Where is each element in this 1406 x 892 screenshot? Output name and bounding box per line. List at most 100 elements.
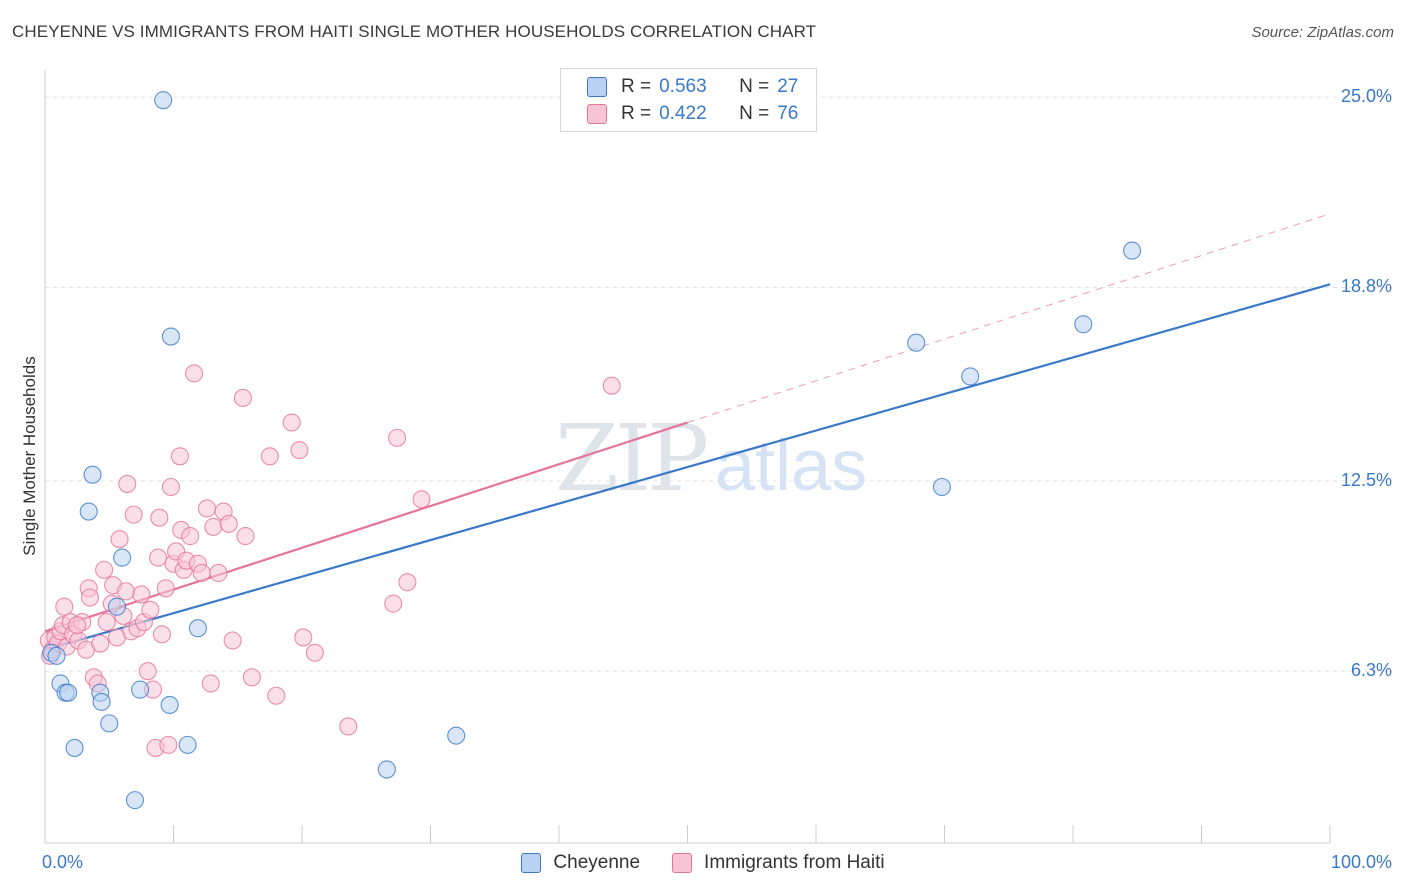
data-point-cheyenne [59, 683, 78, 702]
data-point-haiti [149, 548, 168, 567]
data-point-haiti [267, 686, 286, 705]
data-point-cheyenne [377, 760, 396, 779]
data-point-haiti [150, 508, 169, 527]
trend-line-cheyenne [44, 283, 1331, 651]
data-point-cheyenne [47, 646, 66, 665]
data-point-haiti [197, 499, 216, 518]
legend-row-cheyenne: R = 0.563 N = 27 [587, 75, 798, 99]
source-credit: Source: ZipAtlas.com [1251, 24, 1394, 41]
trend-lines [44, 213, 1331, 651]
data-point-haiti [170, 447, 189, 466]
data-point-haiti [152, 625, 171, 644]
data-point-haiti [156, 579, 175, 598]
data-point-haiti [141, 600, 160, 619]
data-point-haiti [110, 530, 129, 549]
data-point-haiti [185, 364, 204, 383]
grid-lines [45, 96, 1390, 672]
data-point-haiti [116, 582, 136, 601]
data-point-haiti [223, 631, 242, 650]
data-point-haiti [209, 563, 228, 583]
data-point-cheyenne [107, 597, 127, 616]
data-point-haiti [236, 527, 255, 546]
data-point-haiti [282, 413, 301, 432]
data-point-cheyenne [83, 465, 102, 484]
data-point-haiti [204, 517, 223, 536]
data-point-cheyenne [1123, 241, 1142, 260]
watermark: ZIP atlas [555, 405, 867, 512]
data-point-haiti [384, 594, 403, 613]
data-points [39, 91, 1142, 810]
data-point-haiti [398, 573, 417, 592]
data-point-haiti [97, 613, 116, 632]
data-point-haiti [242, 668, 261, 687]
data-point-haiti [80, 588, 100, 607]
data-point-cheyenne [100, 714, 119, 733]
data-point-haiti [219, 514, 238, 533]
trend-line-haiti [44, 421, 688, 633]
data-point-cheyenne [160, 695, 179, 715]
data-point-haiti [95, 560, 114, 579]
data-point-cheyenne [961, 367, 980, 386]
data-point-haiti [602, 376, 621, 395]
trend-line-haiti [687, 213, 1331, 423]
legend-swatch-haiti [587, 104, 607, 124]
data-point-haiti [412, 490, 431, 509]
data-point-cheyenne [79, 502, 98, 521]
legend-r-label: R = [621, 103, 652, 124]
legend-n-label: N = [739, 103, 770, 124]
data-point-haiti [138, 662, 157, 681]
y-tick-label: 12.5% [1340, 469, 1392, 490]
series-label-cheyenne: Cheyenne [553, 852, 641, 873]
data-point-haiti [388, 428, 407, 447]
data-point-cheyenne [1074, 315, 1093, 334]
data-point-haiti [260, 447, 279, 466]
data-point-haiti [159, 735, 178, 754]
series-legend-haiti: Immigrants from Haiti [672, 852, 885, 874]
legend-r-value: 0.563 [659, 76, 707, 97]
legend-r-value: 0.422 [659, 103, 707, 124]
data-point-haiti [132, 585, 151, 604]
correlation-legend: R = 0.563 N = 27 R = 0.422 N = 76 [560, 68, 817, 132]
legend-swatch-cheyenne [587, 77, 607, 97]
legend-n-value: 76 [777, 103, 799, 124]
series-swatch-haiti [672, 853, 693, 873]
data-point-cheyenne [154, 91, 173, 110]
series-label-haiti: Immigrants from Haiti [704, 852, 885, 873]
data-point-haiti [290, 441, 309, 460]
data-point-haiti [294, 628, 313, 647]
data-point-cheyenne [65, 738, 84, 757]
data-point-haiti [91, 634, 110, 653]
data-point-cheyenne [161, 327, 180, 346]
y-tick-label: 6.3% [1350, 660, 1392, 681]
data-point-cheyenne [907, 333, 926, 352]
data-point-cheyenne [125, 791, 144, 810]
data-point-cheyenne [932, 477, 951, 497]
y-tick-label: 25.0% [1340, 86, 1392, 107]
legend-n-value: 27 [777, 76, 799, 97]
data-point-haiti [68, 616, 87, 635]
series-legend: Cheyenne Immigrants from Haiti [0, 852, 1406, 874]
data-point-haiti [118, 474, 137, 493]
legend-row-haiti: R = 0.422 N = 76 [587, 102, 798, 126]
legend-r-label: R = [621, 76, 652, 97]
data-point-haiti [339, 717, 358, 736]
axes [44, 70, 1331, 844]
data-point-haiti [192, 563, 211, 583]
data-point-haiti [161, 477, 180, 497]
watermark-atlas: atlas [715, 426, 867, 506]
data-point-haiti [55, 597, 74, 616]
data-point-cheyenne [178, 735, 197, 754]
series-legend-cheyenne: Cheyenne [521, 852, 640, 874]
data-point-haiti [181, 527, 200, 546]
data-point-cheyenne [113, 548, 132, 567]
data-point-cheyenne [188, 619, 207, 638]
data-point-cheyenne [447, 726, 466, 745]
x-tick-label-min: 0.0% [42, 852, 84, 872]
chart-title: CHEYENNE VS IMMIGRANTS FROM HAITI SINGLE… [12, 22, 817, 41]
data-point-haiti [124, 505, 143, 524]
data-point-haiti [233, 388, 252, 408]
data-point-cheyenne [92, 692, 111, 711]
series-swatch-cheyenne [521, 853, 542, 873]
x-tick-label-max: 100.0% [1330, 852, 1392, 872]
